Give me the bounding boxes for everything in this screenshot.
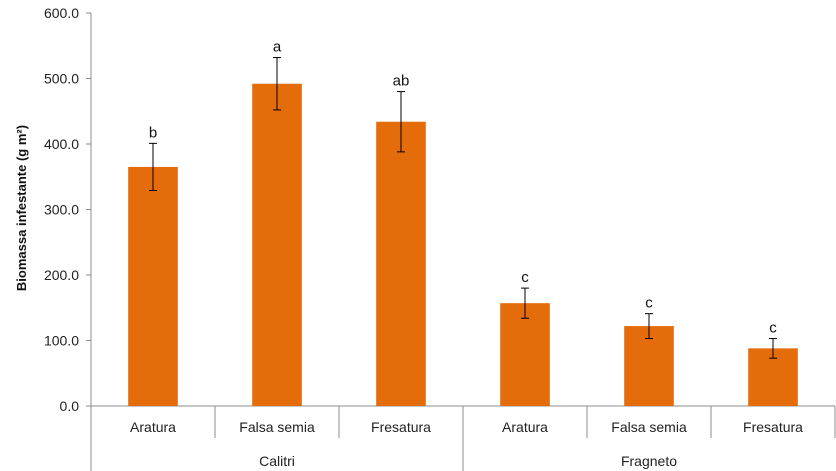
y-tick-label: 400.0 [44,136,79,152]
y-tick-label: 300.0 [44,202,79,218]
bar [500,303,550,406]
y-tick-label: 600.0 [44,5,79,21]
y-tick-label: 200.0 [44,267,79,283]
bar [252,83,302,407]
y-tick-label: 0.0 [60,398,80,414]
significance-label: c [645,295,653,312]
x-category-label: Fresatura [743,419,803,435]
significance-label: c [521,269,529,286]
y-tick-label: 500.0 [44,71,79,87]
x-category-label: Aratura [130,419,176,435]
x-group-label: Fragneto [621,453,677,469]
x-category-label: Falsa semia [239,419,315,435]
bar [128,166,178,406]
significance-label: b [149,124,157,141]
significance-label: a [273,39,282,56]
bar [376,121,426,406]
plot-area: 0.0 100.0 200.0 300.0 400.0 500.0 600.0 b Aratur… [44,5,836,471]
y-tick-label: 100.0 [44,333,79,349]
x-category-label: Falsa semia [611,419,687,435]
y-axis-title-group: Biomassa infestante (g m²) [14,125,29,291]
x-category-label: Fresatura [371,419,431,435]
significance-label: c [769,320,777,337]
significance-label: ab [393,73,410,90]
y-axis-title: Biomassa infestante (g m²) [14,125,29,291]
x-group-label: Calitri [259,453,295,469]
x-category-label: Aratura [502,419,548,435]
bar [624,326,674,406]
